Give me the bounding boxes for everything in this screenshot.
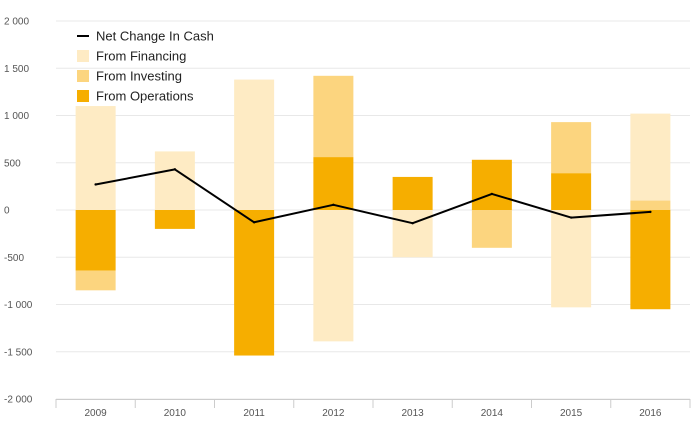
net-change-point-2013 [411,222,414,225]
bar-from-financing-2014 [471,158,512,160]
x-tick-label-2015: 2015 [560,408,583,419]
legend-label-from-financing: From Financing [96,49,186,64]
bar-from-financing-2015 [551,210,592,308]
bar-from-investing-2016 [630,200,671,210]
bar-from-financing-2016 [630,113,671,201]
x-tick-label-2013: 2013 [402,408,425,419]
x-tick-label-2014: 2014 [481,408,504,419]
bar-from-operations-2013 [392,176,433,210]
y-tick-label: -500 [4,253,24,264]
y-axis-ticks: 2 000 1 500 1 000 500 0 -500 -1 000 -1 500 -2 00… [4,17,33,406]
bar-from-investing-2012 [313,75,354,158]
legend-label-net-change-in-cash: Net Change In Cash [96,29,214,44]
x-tick-label-2016: 2016 [639,408,662,419]
y-tick-label: 1 000 [4,111,29,122]
bar-from-financing-2011 [234,79,275,210]
net-change-point-2014 [490,192,494,196]
x-tick-label-2011: 2011 [243,408,265,419]
bar-from-financing-2012 [313,210,354,342]
legend-label-from-operations: From Operations [96,89,194,104]
y-tick-label: 2 000 [4,17,29,28]
y-tick-label: 1 500 [4,64,29,75]
bar-from-financing-2009 [75,106,116,210]
legend-label-from-investing: From Investing [96,69,182,84]
net-change-line-layer [94,168,652,225]
y-tick-label: -2 000 [4,395,33,406]
bar-from-investing-2009 [75,270,116,291]
y-tick-label: 0 [4,206,10,217]
x-tick-label-2009: 2009 [85,408,108,419]
net-change-line [95,168,651,225]
legend: Net Change In Cash From Financing From Inv… [77,29,214,104]
bar-from-operations-2009 [75,210,116,271]
net-change-point-2009 [94,183,97,186]
legend-swatch-from-operations [77,90,89,102]
y-tick-label: -1 000 [4,300,33,311]
bar-from-operations-2014 [471,159,512,210]
y-tick-label: -1 500 [4,347,33,358]
bar-from-operations-2012 [313,157,354,210]
legend-swatch-from-financing [77,50,89,62]
bars [75,75,671,356]
bar-from-investing-2015 [551,122,592,174]
y-tick-label: 500 [4,158,21,169]
x-axis: 2009 2010 2011 2012 2013 2014 2015 2016 [55,399,691,419]
x-tick-label-2012: 2012 [322,408,345,419]
net-change-point-2016 [649,210,652,214]
net-change-point-2012 [332,203,335,207]
bar-from-operations-2015 [551,173,592,210]
bar-from-financing-2010 [154,151,195,210]
bar-from-operations-2016 [630,210,671,310]
net-change-point-2015 [569,216,573,219]
net-change-point-2010 [173,168,177,171]
x-tick-label-2010: 2010 [164,408,187,419]
net-change-point-2011 [252,221,256,224]
bar-from-operations-2011 [234,210,275,356]
bar-from-operations-2010 [154,210,195,229]
legend-swatch-from-investing [77,70,89,82]
bar-from-investing-2014 [471,210,512,248]
